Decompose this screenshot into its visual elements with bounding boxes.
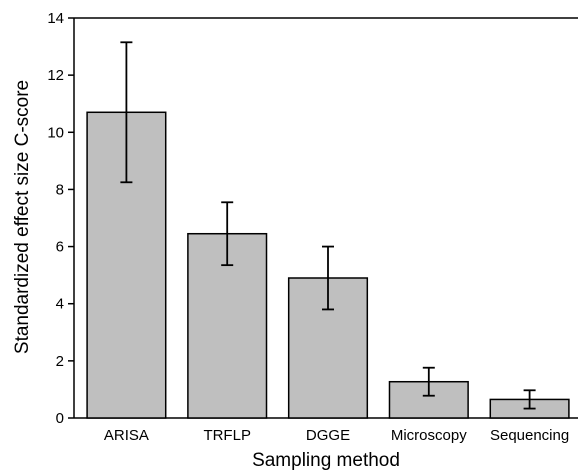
x-tick-label-trflp: TRFLP [203,427,251,444]
y-tick-label: 10 [47,124,64,141]
x-tick-label-dgge: DGGE [306,427,350,444]
x-axis-labels: ARISA TRFLP DGGE Microscopy Sequencing [104,427,569,444]
x-tick-label-sequencing: Sequencing [490,427,569,444]
y-tick-label: 0 [56,410,64,427]
error-bar-microscopy [422,366,435,397]
bar-microscopy [388,380,469,419]
error-bar-dgge [322,245,334,311]
x-tick-label-arisa: ARISA [104,427,149,444]
x-tick-label-microscopy: Microscopy [391,427,467,444]
x-axis-title: Sampling method [252,450,400,471]
error-bar-sequencing [523,389,536,410]
y-tick-label: 8 [56,181,64,198]
y-tick-label: 12 [47,67,64,84]
error-bars-group [120,41,536,410]
error-bar-arisa [120,41,133,184]
y-tick-label: 6 [56,239,64,256]
y-axis-ticks: 0 2 4 6 8 10 12 14 [47,10,74,427]
y-axis-title: Standardized effect size C-score [12,80,33,354]
y-tick-label: 2 [56,353,64,370]
y-tick-label: 4 [56,296,64,313]
y-tick-label: 14 [47,10,64,27]
error-bar-trflp [221,201,234,267]
